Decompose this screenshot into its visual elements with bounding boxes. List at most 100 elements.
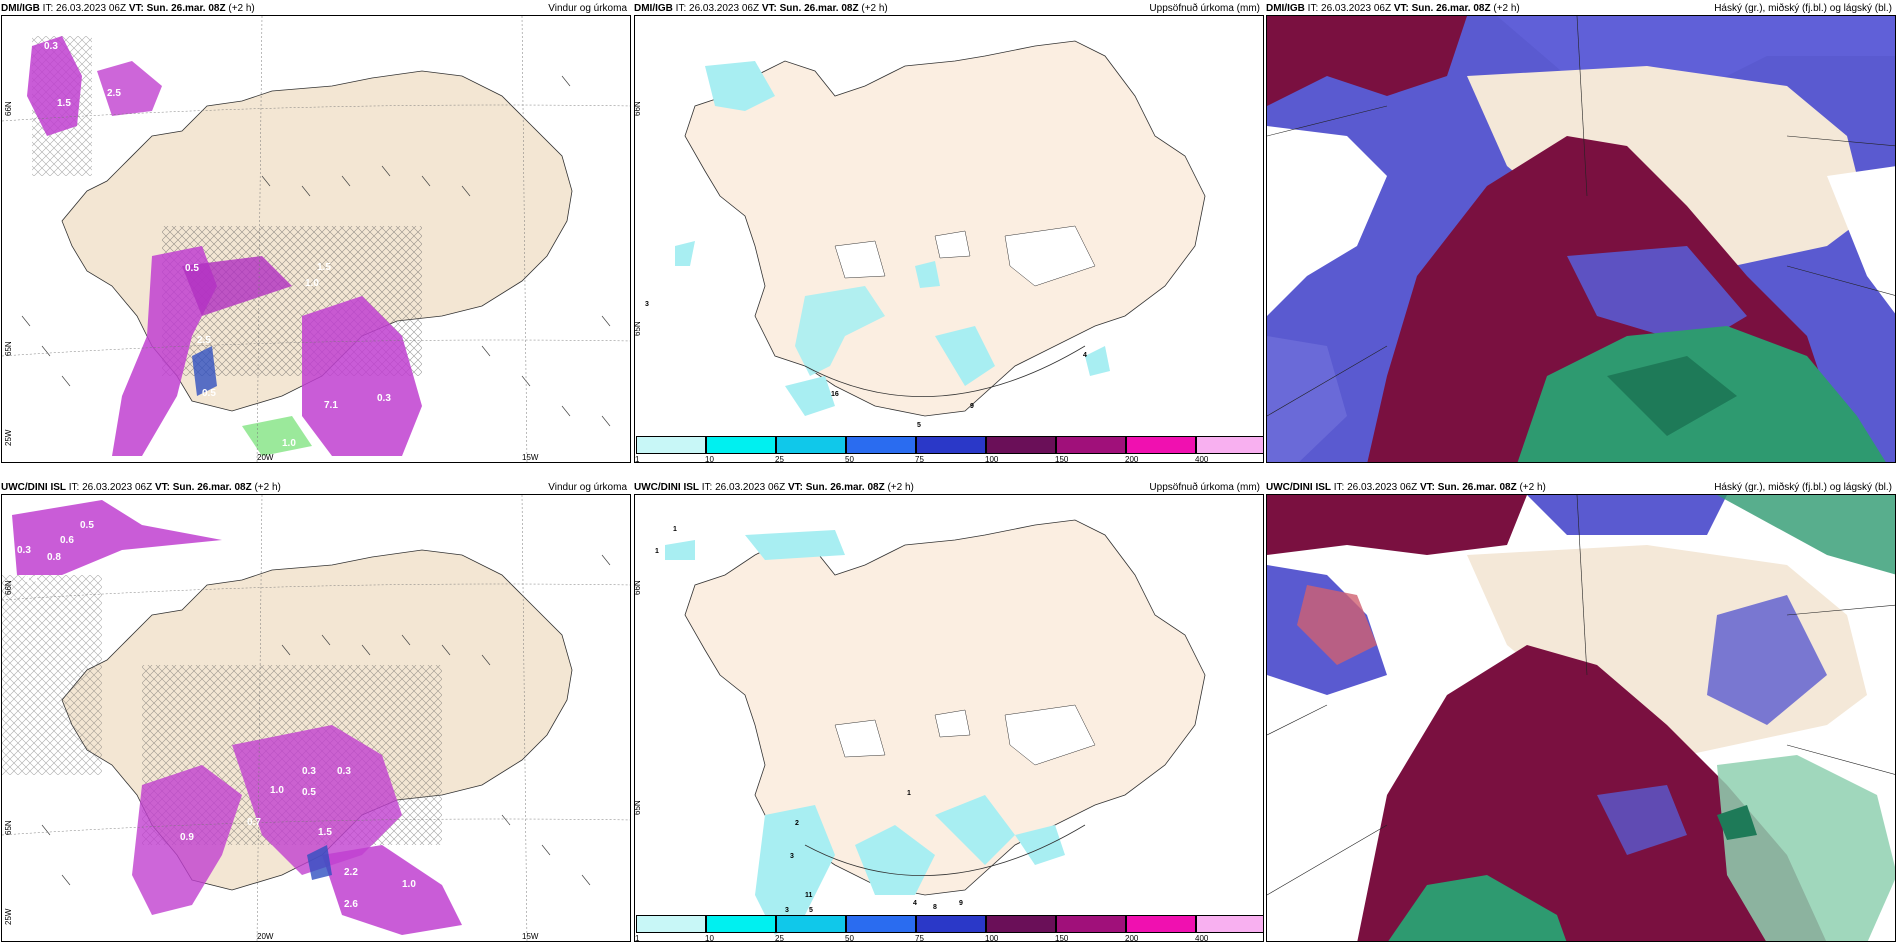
colorbar-segment	[986, 436, 1056, 454]
lat-label: 66N	[4, 101, 13, 116]
svg-text:9: 9	[970, 403, 974, 410]
svg-text:5: 5	[917, 422, 921, 429]
accum-precip-map: 3 16 5 9 4	[645, 40, 1206, 429]
svg-text:1.5: 1.5	[318, 827, 332, 838]
map-frame[interactable]	[1266, 15, 1896, 463]
panel-title: Háský (gr.), miðský (fj.bl.) og lágský (…	[1714, 3, 1892, 14]
map-frame[interactable]: 1 1 2 3 11 3 5 4 8 9 1 66N 65N	[634, 494, 1264, 942]
svg-text:1.0: 1.0	[282, 438, 296, 449]
panel-title: Uppsöfnuð úrkoma (mm)	[1149, 3, 1260, 14]
svg-text:0.3: 0.3	[302, 766, 316, 777]
precip-band-south2	[182, 256, 292, 316]
svg-text:4.0: 4.0	[162, 438, 176, 449]
colorbar-segment	[846, 436, 916, 454]
svg-text:4: 4	[1083, 352, 1087, 359]
map-frame[interactable]: 3 16 5 9 4 66N 65N 1 10 25 50 75 100 1	[634, 15, 1264, 463]
svg-text:7.1: 7.1	[324, 400, 338, 411]
panel-title: Vindur og úrkoma	[548, 3, 627, 14]
colorbar-segment	[706, 915, 776, 933]
accum-labels: 1 1 2 3 11 3 5 4 8 9 1	[655, 526, 963, 914]
precip-band-s	[232, 725, 402, 875]
colorbar-label: 150	[1055, 455, 1069, 463]
panel-header: UWC/DINI ISL IT: 26.03.2023 06Z VT: Sun.…	[1, 482, 627, 493]
colorbar-segment	[706, 436, 776, 454]
svg-text:3.1: 3.1	[162, 98, 176, 109]
svg-text:0.5: 0.5	[302, 787, 316, 798]
lon-label: 20W	[257, 932, 274, 941]
svg-text:3: 3	[785, 907, 789, 914]
colorbar-label: 10	[705, 934, 714, 942]
svg-text:0.7: 0.7	[247, 817, 261, 828]
svg-text:1: 1	[907, 790, 911, 797]
wind-precip-map: 0.3 1.5 2.5 3.1 0.5 1.0 1.5 2.5 0.5 4.0 …	[2, 16, 630, 462]
lat-label: 66N	[634, 580, 642, 595]
svg-text:1.5: 1.5	[317, 262, 331, 273]
svg-text:0.9: 0.9	[180, 832, 194, 843]
colorbar-label: 25	[775, 934, 784, 942]
precip-band-nw	[97, 61, 162, 116]
panel-header: DMI/IGB IT: 26.03.2023 06Z VT: Sun. 26.m…	[1, 3, 627, 14]
lat-label: 25W	[4, 429, 13, 446]
panel-header: DMI/IGB IT: 26.03.2023 06Z VT: Sun. 26.m…	[634, 3, 1260, 14]
colorbar-label: 75	[915, 934, 924, 942]
accum-precip-areas	[665, 530, 1065, 935]
svg-text:9: 9	[959, 900, 963, 907]
colorbar-segment	[846, 915, 916, 933]
colorbar-segment	[636, 915, 706, 933]
svg-text:5: 5	[809, 907, 813, 914]
panel-title: Uppsöfnuð úrkoma (mm)	[1149, 482, 1260, 493]
accum-precip-map: 1 1 2 3 11 3 5 4 8 9 1	[655, 519, 1206, 935]
wind-barbs	[41, 554, 611, 886]
svg-text:0.3: 0.3	[377, 393, 391, 404]
svg-text:1.0: 1.0	[270, 785, 284, 796]
map-frame[interactable]: 0.3 1.5 2.5 3.1 0.5 1.0 1.5 2.5 0.5 4.0 …	[1, 15, 631, 463]
precip-band-se	[302, 296, 422, 456]
precip-band-sw	[132, 765, 242, 915]
colorbar-segment	[636, 436, 706, 454]
svg-text:8: 8	[933, 904, 937, 911]
map-frame[interactable]	[1266, 494, 1896, 942]
colorbar-label: 200	[1125, 934, 1139, 942]
panel-title: Háský (gr.), miðský (fj.bl.) og lágský (…	[1714, 482, 1892, 493]
svg-text:2: 2	[795, 820, 799, 827]
precip-band-west	[27, 36, 82, 136]
precip-labels: 0.3 1.5 2.5 3.1 0.5 1.0 1.5 2.5 0.5 4.0 …	[44, 41, 391, 449]
panel-accum-precip-uwc: UWC/DINI ISL IT: 26.03.2023 06Z VT: Sun.…	[634, 482, 1264, 942]
colorbar-segment	[1056, 436, 1126, 454]
colorbar-segment	[916, 915, 986, 933]
svg-text:0.6: 0.6	[60, 535, 74, 546]
colorbar-segment	[1126, 915, 1196, 933]
lat-label: 65N	[634, 321, 642, 336]
precip-band-se	[322, 845, 462, 935]
colorbar-segment	[1056, 915, 1126, 933]
colorbar-label: 100	[985, 934, 999, 942]
lat-label: 66N	[634, 101, 642, 116]
colorbar-label: 100	[985, 455, 999, 463]
colorbar-label: 400	[1195, 934, 1209, 942]
accum-labels: 3 16 5 9 4	[645, 301, 1087, 429]
panel-clouds-uwc: UWC/DINI ISL IT: 26.03.2023 06Z VT: Sun.…	[1266, 482, 1896, 942]
colorbar-segment	[1126, 436, 1196, 454]
svg-text:3: 3	[790, 853, 794, 860]
panel-header: DMI/IGB IT: 26.03.2023 06Z VT: Sun. 26.m…	[1266, 3, 1892, 14]
precip-band-nw	[12, 500, 222, 575]
cloud-cover-map	[1267, 495, 1895, 941]
svg-text:1: 1	[673, 526, 677, 533]
svg-text:0.3: 0.3	[337, 766, 351, 777]
colorbar-label: 150	[1055, 934, 1069, 942]
colorbar-label: 200	[1125, 455, 1139, 463]
colorbar-segment	[986, 915, 1056, 933]
colorbar-label: 400	[1195, 455, 1209, 463]
colorbar-label: 10	[705, 455, 714, 463]
panel-clouds-dmi: DMI/IGB IT: 26.03.2023 06Z VT: Sun. 26.m…	[1266, 3, 1896, 463]
colorbar-segment	[1196, 915, 1263, 933]
svg-text:2.5: 2.5	[107, 88, 121, 99]
svg-text:1.0: 1.0	[402, 879, 416, 890]
svg-text:0.4: 0.4	[24, 574, 38, 585]
colorbar-segment	[776, 915, 846, 933]
colorbar-label: 1	[635, 934, 640, 942]
colorbar: 1 10 25 50 75 100 150 200 400	[635, 915, 1263, 941]
colorbar-label: 50	[845, 455, 854, 463]
map-frame[interactable]: 0.5 0.6 0.3 0.8 0.4 0.3 0.5 0.3 1.0 0.7 …	[1, 494, 631, 942]
svg-text:4: 4	[913, 900, 917, 907]
